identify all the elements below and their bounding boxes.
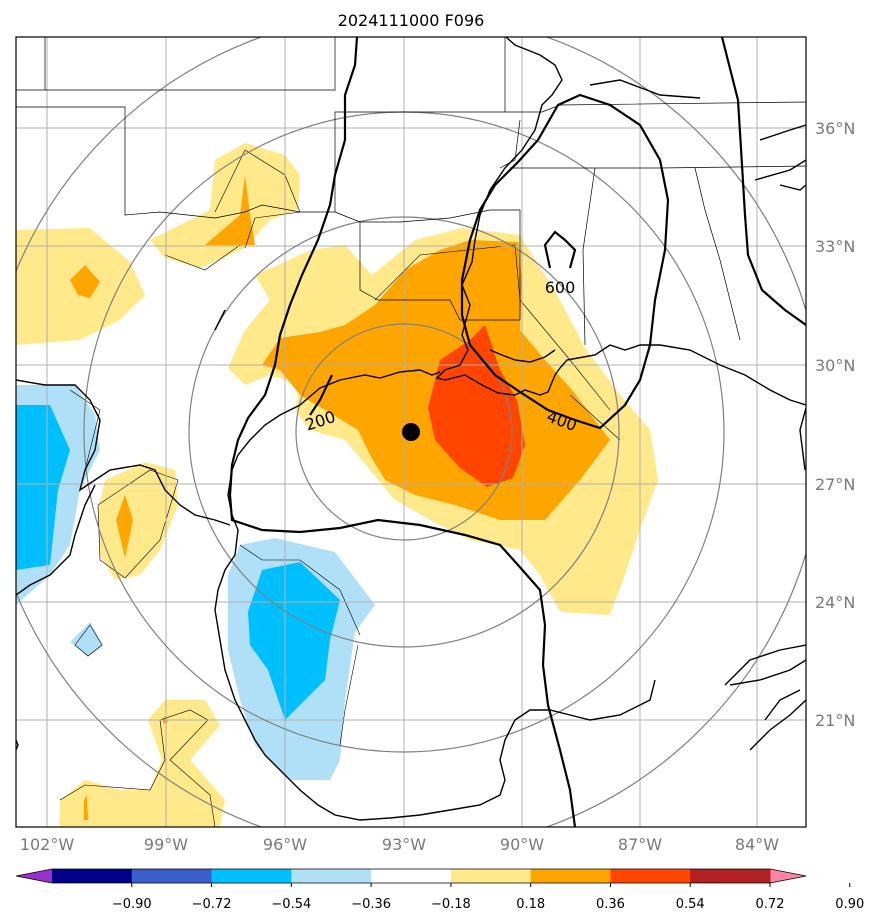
colorbar-extend-max	[770, 869, 806, 883]
lon-label: 90°W	[500, 835, 544, 854]
contour-label-600: 600	[545, 278, 576, 297]
lat-label: 24°N	[815, 593, 855, 612]
lat-label: 30°N	[815, 356, 855, 375]
lon-label: 93°W	[382, 835, 426, 854]
state-borders	[16, 37, 806, 346]
longitude-labels: 102°W 99°W 96°W 93°W 90°W 87°W 84°W	[20, 835, 779, 854]
map-frame	[15, 36, 807, 828]
colorbar-tick-label: −0.18	[431, 897, 471, 912]
lat-label: 27°N	[815, 475, 855, 494]
map-title: 2024111000 F096	[338, 11, 485, 30]
colorbar-segment	[530, 869, 611, 883]
coastlines	[16, 37, 806, 821]
colorbar-tick-label: 0.54	[676, 897, 705, 912]
colorbar-extend-min	[16, 869, 52, 883]
colorbar-segment	[131, 869, 213, 883]
colorbar-segments	[52, 869, 771, 883]
colorbar-tick-label: −0.54	[271, 897, 311, 912]
lon-label: 84°W	[735, 835, 779, 854]
latitude-labels: 36°N 33°N 30°N 27°N 24°N 21°N	[815, 119, 855, 730]
lat-label: 36°N	[815, 119, 855, 138]
lon-label: 96°W	[263, 835, 307, 854]
colorbar-segment	[291, 869, 372, 883]
colorbar-segment	[610, 869, 691, 883]
colorbar-segment	[690, 869, 771, 883]
lon-label: 99°W	[144, 835, 188, 854]
colorbar: −0.90 −0.72 −0.54 −0.36 −0.18 0.18 0.36 0.54 0.7…	[15, 868, 864, 912]
lat-label: 33°N	[815, 237, 855, 256]
fill-contour-outlines	[59, 149, 621, 827]
colorbar-segment	[52, 869, 133, 883]
lon-label: 102°W	[20, 835, 75, 854]
map-panel: 200 400 600	[16, 37, 806, 827]
colorbar-tick-label: −0.36	[351, 897, 391, 912]
colorbar-segment	[371, 869, 452, 883]
colorbar-segment	[450, 869, 532, 883]
height-contours	[228, 37, 806, 827]
storm-center-marker	[402, 423, 420, 441]
colorbar-tick-label: 0.72	[756, 897, 785, 912]
colorbar-tick-label: 0.18	[516, 897, 545, 912]
colorbar-tick-label: 0.90	[835, 897, 864, 912]
lat-label: 21°N	[815, 711, 855, 730]
colorbar-segment	[211, 869, 292, 883]
colorbar-tick-label: −0.90	[112, 897, 152, 912]
colorbar-outline	[15, 868, 807, 884]
colorbar-tick-label: −0.72	[192, 897, 232, 912]
colorbar-tick-label: 0.36	[596, 897, 625, 912]
colorbar-ticks: −0.90 −0.72 −0.54 −0.36 −0.18 0.18 0.36 0.54 0.7…	[112, 883, 864, 912]
lon-label: 87°W	[618, 835, 662, 854]
